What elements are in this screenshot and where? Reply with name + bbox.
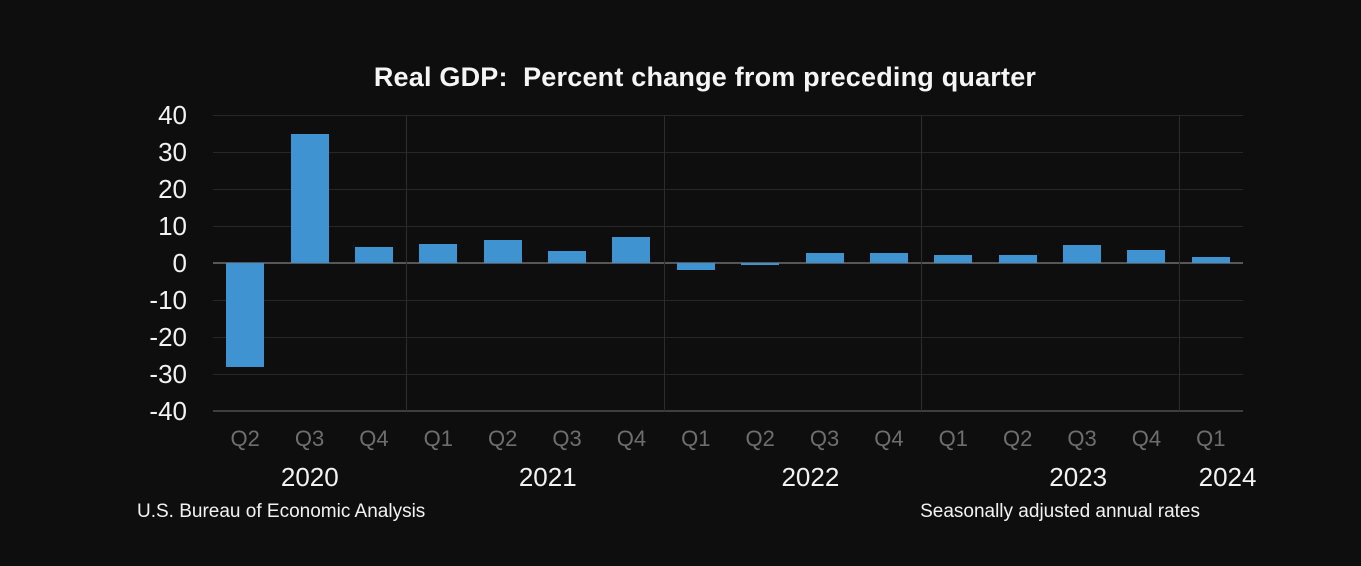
- bar-Q2-value-2.1: [998, 255, 1037, 263]
- gridline-y-20: [213, 189, 1243, 190]
- year-separator: [921, 115, 923, 411]
- year-label-2021: 2021: [518, 462, 577, 492]
- year-label-2024: 2024: [1198, 462, 1257, 492]
- x-axis-quarter-labels: Q2 Q3 Q4 Q1 Q2 Q3 Q4 Q1 Q2 Q3 Q4 Q1 Q2 Q3 Q4 Q1: [213, 426, 1243, 452]
- bar-Q3-value-3.3: [548, 250, 587, 263]
- x-tick-label-9-Q3: Q3: [809, 426, 840, 451]
- gridline-y--40: [213, 410, 1243, 412]
- year-label-2022: 2022: [781, 462, 840, 492]
- plot-area: [213, 115, 1243, 412]
- x-tick-label-12-Q2: Q2: [1003, 426, 1033, 451]
- gridline-y--30: [213, 374, 1243, 375]
- bar-Q2-value--28: [226, 263, 265, 367]
- x-axis-year-labels: 2020 2021 2022 2023 2024: [213, 462, 1257, 492]
- bar-Q2-value-6.2: [483, 240, 522, 263]
- y-tick-label-0: 0: [172, 248, 187, 278]
- bar-Q1-value-1.6: [1191, 257, 1230, 263]
- x-tick-label-14-Q4: Q4: [1131, 426, 1162, 451]
- x-tick-label-11-Q1: Q1: [938, 426, 968, 451]
- x-tick-label-13-Q3: Q3: [1067, 426, 1097, 451]
- year-separator: [1178, 115, 1180, 411]
- gridline-y-30: [213, 152, 1243, 153]
- gridline-y--10: [213, 300, 1243, 301]
- y-tick-label--40: -40: [149, 396, 187, 426]
- bar-Q4-value-4.2: [354, 247, 393, 263]
- x-tick-label-15-Q1: Q1: [1196, 426, 1226, 451]
- y-tick-label--20: -20: [149, 322, 187, 352]
- source-note: U.S. Bureau of Economic Analysis: [137, 501, 426, 522]
- bar-Q3-value-4.9: [1063, 244, 1102, 263]
- chart-title: Real GDP: Percent change from preceding …: [373, 62, 1037, 92]
- year-label-2023: 2023: [1049, 462, 1108, 492]
- bar-Q1-value-2.2: [934, 254, 973, 263]
- bar-Q1-value--2: [676, 263, 715, 271]
- x-tick-label-3-Q1: Q1: [423, 426, 453, 451]
- y-tick-label-20: 20: [158, 174, 187, 204]
- bar-Q4-value-2.6: [869, 253, 908, 263]
- gridline-y-0: [213, 262, 1243, 264]
- x-tick-label-7-Q1: Q1: [681, 426, 711, 451]
- bar-Q4-value-3.4: [1127, 250, 1166, 263]
- x-tick-label-0-Q2: Q2: [230, 426, 260, 451]
- x-tick-label-8-Q2: Q2: [745, 426, 775, 451]
- y-tick-label-10: 10: [158, 211, 187, 241]
- y-tick-label--10: -10: [149, 285, 187, 315]
- bar-Q1-value-5.2: [419, 243, 458, 263]
- gridline-y-10: [213, 226, 1243, 227]
- x-tick-label-10-Q4: Q4: [874, 426, 904, 451]
- x-tick-label-2-Q4: Q4: [359, 426, 389, 451]
- x-tick-label-5-Q3: Q3: [552, 426, 582, 451]
- gridline-y--20: [213, 337, 1243, 338]
- year-separator: [663, 115, 665, 411]
- bar-Q4-value-7: [612, 237, 651, 263]
- year-label-2020: 2020: [280, 462, 339, 492]
- gridline-y-40: [213, 115, 1243, 116]
- y-tick-label--30: -30: [149, 359, 187, 389]
- bar-Q2-value--0.6: [741, 263, 780, 266]
- x-tick-label-6-Q4: Q4: [616, 426, 647, 451]
- y-tick-label-30: 30: [158, 137, 187, 167]
- y-axis-tick-labels: 40 30 20 10 0 -10 -20 -30 -40: [0, 0, 187, 566]
- x-tick-label-1-Q3: Q3: [294, 426, 325, 451]
- y-tick-label-40: 40: [158, 100, 187, 130]
- bar-Q3-value-34.8: [290, 134, 329, 263]
- x-tick-label-4-Q2: Q2: [488, 426, 518, 451]
- year-separator: [406, 115, 408, 411]
- bar-Q3-value-2.7: [805, 253, 844, 263]
- footnote: Seasonally adjusted annual rates: [920, 501, 1200, 522]
